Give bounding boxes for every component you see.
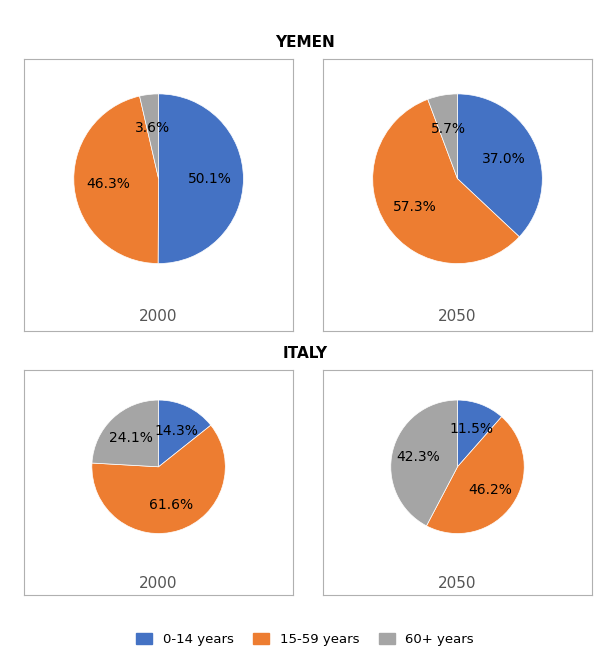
Text: 11.5%: 11.5% (450, 422, 493, 436)
Text: 2000: 2000 (139, 309, 178, 325)
Text: 2050: 2050 (438, 576, 477, 591)
Wedge shape (458, 94, 542, 237)
Wedge shape (373, 99, 519, 264)
Text: 61.6%: 61.6% (149, 498, 193, 512)
Wedge shape (391, 400, 458, 526)
Wedge shape (428, 94, 458, 178)
Wedge shape (158, 94, 243, 264)
Wedge shape (458, 400, 501, 467)
Wedge shape (159, 400, 211, 467)
Text: 3.6%: 3.6% (135, 121, 170, 135)
Wedge shape (92, 425, 225, 533)
Text: 46.2%: 46.2% (468, 483, 512, 496)
Text: 14.3%: 14.3% (154, 424, 198, 438)
Text: 5.7%: 5.7% (431, 122, 466, 136)
Text: 57.3%: 57.3% (393, 200, 437, 214)
Text: 37.0%: 37.0% (483, 151, 526, 165)
Text: ITALY: ITALY (282, 346, 328, 361)
Wedge shape (92, 400, 159, 467)
Text: 24.1%: 24.1% (109, 431, 153, 445)
Wedge shape (74, 96, 159, 264)
Text: 2000: 2000 (139, 576, 178, 591)
Text: 2050: 2050 (438, 309, 477, 325)
Text: 42.3%: 42.3% (396, 450, 440, 464)
Text: 50.1%: 50.1% (187, 172, 231, 186)
Wedge shape (426, 416, 524, 533)
Wedge shape (140, 94, 159, 178)
Text: 46.3%: 46.3% (86, 177, 130, 191)
Legend: 0-14 years, 15-59 years, 60+ years: 0-14 years, 15-59 years, 60+ years (131, 627, 479, 651)
Text: YEMEN: YEMEN (275, 36, 335, 50)
